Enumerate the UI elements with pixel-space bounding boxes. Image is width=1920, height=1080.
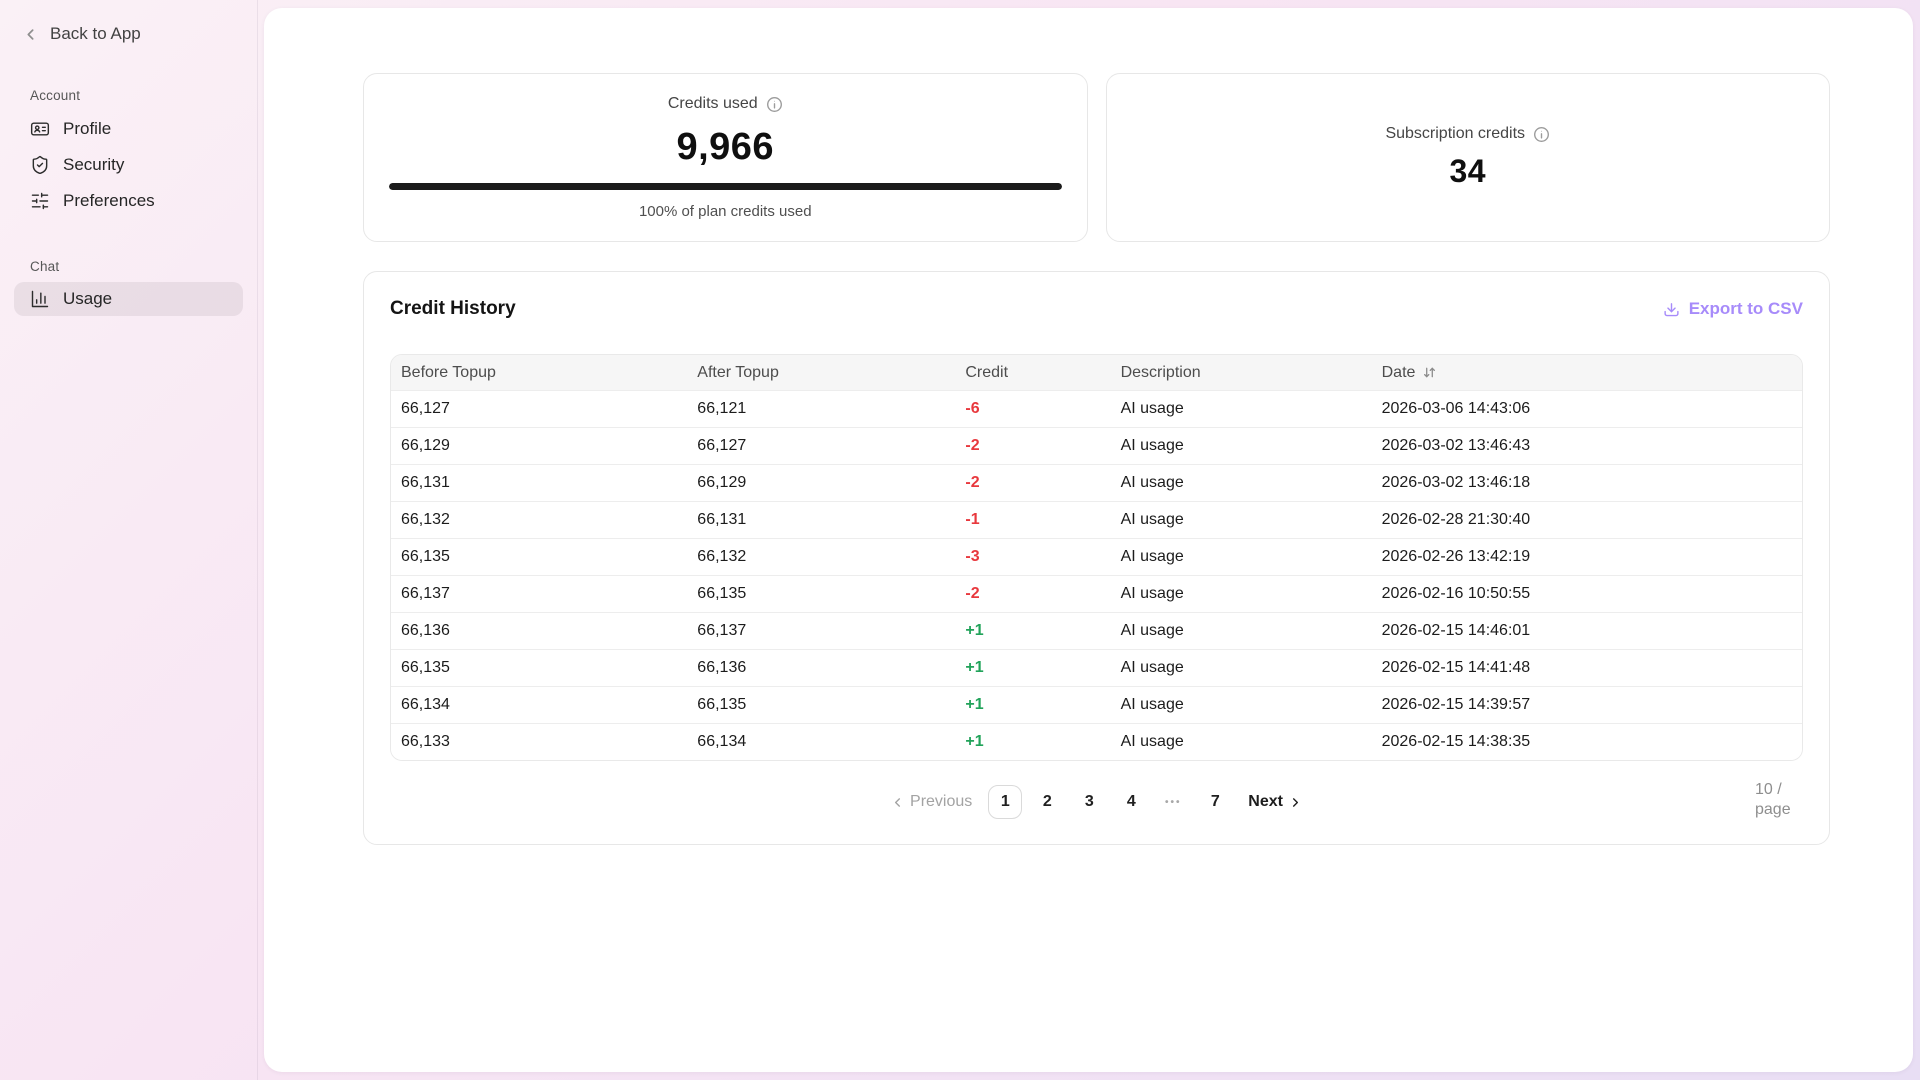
sidebar-item-preferences[interactable]: Preferences [0,183,257,219]
column-before-topup: Before Topup [391,355,688,390]
table-row: 66,135 66,132 -3 AI usage 2026-02-26 13:… [391,538,1802,575]
back-to-app-button[interactable]: Back to App [24,24,257,44]
credit-history-table: Before Topup After Topup Credit Descript… [390,354,1803,761]
sidebar-item-profile[interactable]: Profile [0,111,257,147]
export-to-csv-label: Export to CSV [1688,299,1803,318]
sidebar-item-security[interactable]: Security [0,147,257,183]
page-size-select[interactable]: 10 / page [1755,781,1791,818]
sidebar-item-usage[interactable]: Usage [14,282,243,316]
next-label: Next [1248,793,1283,810]
table-row: 66,132 66,131 -1 AI usage 2026-02-28 21:… [391,501,1802,538]
chevron-left-icon [895,797,901,807]
sidebar-item-label: Usage [63,289,113,308]
chevron-left-icon [27,28,34,40]
table-row: 66,134 66,135 +1 AI usage 2026-02-15 14:… [391,686,1802,723]
table-header-row: Before Topup After Topup Credit Descript… [391,355,1802,390]
credit-history-card: Credit History Export to CSV Before Topu… [363,271,1830,845]
table-row: 66,131 66,129 -2 AI usage 2026-03-02 13:… [391,464,1802,501]
credits-used-value: 9,966 [676,126,775,168]
main-panel: Credits used 9,966 100% of plan credits … [264,8,1913,1072]
column-after-topup: After Topup [687,355,956,390]
pagination: Previous 1 2 3 4 ••• 7 Next [390,785,1803,819]
column-description: Description [1110,355,1372,390]
subscription-credits-label: Subscription credits [1385,125,1526,142]
table-row: 66,133 66,134 +1 AI usage 2026-02-15 14:… [391,723,1802,760]
sidebar-item-label: Security [63,155,125,174]
page-button-4[interactable]: 4 [1126,793,1136,810]
info-icon[interactable] [1533,126,1550,143]
page-button-2[interactable]: 2 [1042,793,1052,810]
id-card-icon [30,122,50,136]
stats-row: Credits used 9,966 100% of plan credits … [363,73,1830,242]
sliders-icon [31,192,49,210]
previous-label: Previous [910,793,973,810]
table-row: 66,129 66,127 -2 AI usage 2026-03-02 13:… [391,427,1802,464]
table-row: 66,135 66,136 +1 AI usage 2026-02-15 14:… [391,649,1802,686]
sidebar-item-label: Profile [63,119,112,138]
back-to-app-label: Back to App [50,24,141,43]
credits-used-caption: 100% of plan credits used [638,203,812,220]
column-date-label: Date [1381,363,1416,381]
sidebar-item-label: Preferences [63,191,155,210]
bar-chart-icon [31,290,49,308]
credits-progress-fill [389,183,1062,190]
credits-used-card: Credits used 9,966 100% of plan credits … [363,73,1088,242]
pagination-ellipsis[interactable]: ••• [1165,796,1182,808]
credit-history-title: Credit History [390,298,516,319]
sidebar: Back to App Account Profile Security Pre… [0,0,258,1080]
table-row: 66,136 66,137 +1 AI usage 2026-02-15 14:… [391,612,1802,649]
sidebar-section-account: Account [30,88,81,103]
sidebar-section-chat: Chat [30,259,60,274]
table-row: 66,137 66,135 -2 AI usage 2026-02-16 10:… [391,575,1802,612]
info-icon[interactable] [766,96,783,113]
table-row: 66,127 66,121 -6 AI usage 2026-03-06 14:… [391,390,1802,427]
subscription-credits-card: Subscription credits 34 [1105,73,1830,242]
column-credit: Credit [955,355,1111,390]
credits-progress-bar [389,183,1062,190]
shield-check-icon [32,155,48,175]
credits-used-label: Credits used [667,95,758,112]
export-to-csv-button[interactable]: Export to CSV [1663,299,1803,319]
column-date-sortable[interactable]: Date [1371,355,1802,390]
page-button-1[interactable]: 1 [988,785,1023,819]
sort-arrows-icon [1424,367,1436,378]
previous-page-button[interactable]: Previous [884,793,980,811]
page-button-3[interactable]: 3 [1084,793,1094,810]
chevron-right-icon [1292,797,1298,807]
next-page-button[interactable]: Next [1240,793,1309,811]
page-button-7[interactable]: 7 [1210,793,1220,810]
download-icon [1664,302,1679,316]
subscription-credits-value: 34 [1449,153,1487,189]
